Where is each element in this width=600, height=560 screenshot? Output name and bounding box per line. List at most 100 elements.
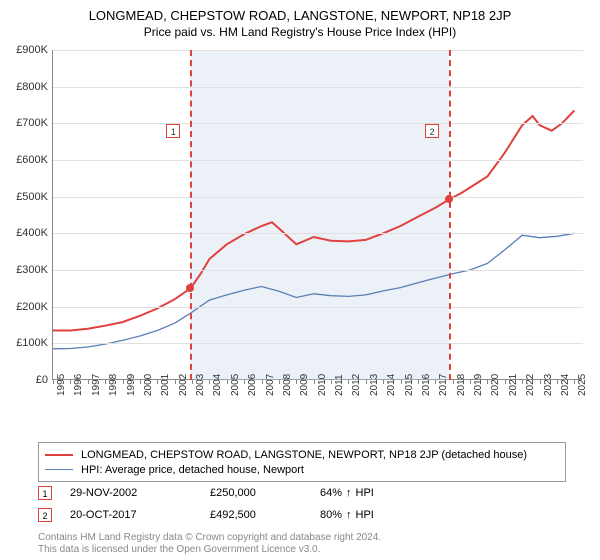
- x-tick: [487, 380, 488, 384]
- sale-hpi-suffix: HPI: [356, 509, 374, 521]
- y-tick-label: £600K: [16, 154, 48, 166]
- x-tick-label: 2004: [212, 374, 223, 396]
- x-tick-label: 2014: [386, 374, 397, 396]
- up-arrow-icon: ↑: [346, 487, 352, 499]
- x-tick: [209, 380, 210, 384]
- y-tick-label: £100K: [16, 337, 48, 349]
- x-tick: [105, 380, 106, 384]
- sale-pct: 64%: [320, 487, 342, 499]
- gridline: [53, 87, 583, 88]
- x-tick-label: 2015: [404, 374, 415, 396]
- x-tick-label: 2021: [508, 374, 519, 396]
- chart-area: £0£100K£200K£300K£400K£500K£600K£700K£80…: [52, 50, 582, 400]
- chart-subtitle: Price paid vs. HM Land Registry's House …: [0, 23, 600, 39]
- x-tick-label: 2025: [577, 374, 588, 396]
- sale-number-box: 1: [38, 486, 52, 500]
- y-tick-label: £400K: [16, 227, 48, 239]
- x-tick: [418, 380, 419, 384]
- x-tick: [175, 380, 176, 384]
- x-tick-label: 1997: [91, 374, 102, 396]
- sale-pct: 80%: [320, 509, 342, 521]
- x-tick: [157, 380, 158, 384]
- x-tick: [331, 380, 332, 384]
- footer-line: This data is licensed under the Open Gov…: [38, 544, 381, 556]
- y-tick-label: £500K: [16, 191, 48, 203]
- y-tick-label: £800K: [16, 81, 48, 93]
- sale-dot: [186, 284, 194, 292]
- x-tick-label: 2022: [525, 374, 536, 396]
- x-tick: [296, 380, 297, 384]
- sale-price: £250,000: [210, 487, 320, 499]
- x-tick: [366, 380, 367, 384]
- sale-date: 29-NOV-2002: [70, 487, 210, 499]
- x-tick-label: 2023: [543, 374, 554, 396]
- x-tick: [557, 380, 558, 384]
- x-tick-label: 2000: [143, 374, 154, 396]
- y-tick-label: £900K: [16, 44, 48, 56]
- x-tick: [123, 380, 124, 384]
- chart-title: LONGMEAD, CHEPSTOW ROAD, LANGSTONE, NEWP…: [0, 0, 600, 23]
- x-tick: [522, 380, 523, 384]
- legend: LONGMEAD, CHEPSTOW ROAD, LANGSTONE, NEWP…: [38, 442, 566, 482]
- x-tick: [348, 380, 349, 384]
- x-tick: [470, 380, 471, 384]
- x-tick-label: 2001: [160, 374, 171, 396]
- x-tick-label: 2010: [317, 374, 328, 396]
- x-tick-label: 2016: [421, 374, 432, 396]
- sale-price: £492,500: [210, 509, 320, 521]
- x-tick-label: 2020: [490, 374, 501, 396]
- plot-region: £0£100K£200K£300K£400K£500K£600K£700K£80…: [52, 50, 582, 380]
- legend-label: LONGMEAD, CHEPSTOW ROAD, LANGSTONE, NEWP…: [81, 449, 527, 461]
- legend-swatch: [45, 469, 73, 470]
- line-series-svg: [53, 50, 583, 380]
- x-tick-label: 2006: [247, 374, 258, 396]
- sale-hpi: 80% ↑ HPI: [320, 509, 374, 521]
- x-tick: [453, 380, 454, 384]
- x-tick: [383, 380, 384, 384]
- footer-line: Contains HM Land Registry data © Crown c…: [38, 532, 381, 544]
- sale-date: 20-OCT-2017: [70, 509, 210, 521]
- gridline: [53, 197, 583, 198]
- chart-container: LONGMEAD, CHEPSTOW ROAD, LANGSTONE, NEWP…: [0, 0, 600, 560]
- x-tick: [314, 380, 315, 384]
- up-arrow-icon: ↑: [346, 509, 352, 521]
- x-tick-label: 2003: [195, 374, 206, 396]
- sale-vline: [449, 50, 451, 380]
- x-tick: [227, 380, 228, 384]
- x-tick-label: 2018: [456, 374, 467, 396]
- x-tick: [279, 380, 280, 384]
- gridline: [53, 270, 583, 271]
- x-tick: [574, 380, 575, 384]
- x-tick: [244, 380, 245, 384]
- gridline: [53, 343, 583, 344]
- legend-item: LONGMEAD, CHEPSTOW ROAD, LANGSTONE, NEWP…: [45, 447, 559, 462]
- x-tick-label: 1995: [56, 374, 67, 396]
- sale-dot: [445, 195, 453, 203]
- x-tick: [505, 380, 506, 384]
- gridline: [53, 160, 583, 161]
- x-tick-label: 2017: [438, 374, 449, 396]
- x-tick: [401, 380, 402, 384]
- gridline: [53, 307, 583, 308]
- x-tick-label: 2007: [265, 374, 276, 396]
- x-tick: [262, 380, 263, 384]
- y-tick-label: £700K: [16, 117, 48, 129]
- sale-hpi-suffix: HPI: [356, 487, 374, 499]
- gridline: [53, 233, 583, 234]
- x-tick: [53, 380, 54, 384]
- x-tick-label: 2024: [560, 374, 571, 396]
- gridline: [53, 50, 583, 51]
- footer-attribution: Contains HM Land Registry data © Crown c…: [38, 532, 381, 556]
- x-tick-label: 2009: [299, 374, 310, 396]
- x-tick: [70, 380, 71, 384]
- series-line: [53, 111, 574, 331]
- sale-number-box: 2: [38, 508, 52, 522]
- sale-hpi: 64% ↑ HPI: [320, 487, 374, 499]
- x-tick: [88, 380, 89, 384]
- x-tick-label: 2008: [282, 374, 293, 396]
- legend-swatch: [45, 454, 73, 456]
- series-line: [53, 233, 574, 348]
- sale-vline: [190, 50, 192, 380]
- sale-marker-box: 2: [425, 124, 439, 138]
- x-tick-label: 2005: [230, 374, 241, 396]
